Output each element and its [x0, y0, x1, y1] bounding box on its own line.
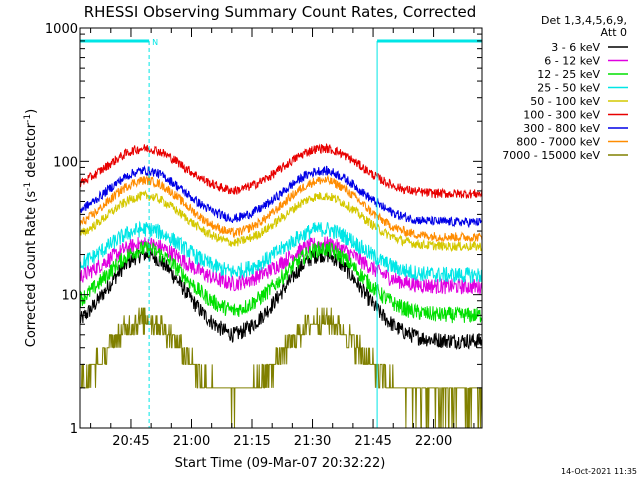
- legend-label: 50 - 100 keV: [530, 95, 600, 108]
- y-tick-label: 100: [53, 155, 78, 170]
- timestamp: 14-Oct-2021 11:35: [561, 467, 637, 476]
- chart-title: RHESSI Observing Summary Count Rates, Co…: [84, 3, 477, 21]
- legend-label: 800 - 7000 keV: [516, 136, 600, 149]
- series-line-7: [79, 165, 483, 229]
- x-tick-label: 21:00: [173, 434, 210, 449]
- x-tick-label: 21:15: [233, 434, 270, 449]
- legend-label: 6 - 12 keV: [544, 55, 600, 68]
- legend-label: 100 - 300 keV: [523, 109, 600, 122]
- series-line-8: [79, 174, 483, 243]
- y-axis-label: Corrected Count Rate (s-1 detector-1): [23, 109, 39, 347]
- legend-label: 7000 - 15000 keV: [502, 149, 600, 162]
- legend-label: 3 - 6 keV: [551, 41, 600, 54]
- y-tick-label: 1: [70, 422, 78, 437]
- series-line-5: [79, 189, 483, 253]
- series-line-4: [79, 220, 483, 284]
- x-tick-label: 21:45: [354, 434, 391, 449]
- legend-label: 25 - 50 keV: [537, 82, 600, 95]
- x-axis-label: Start Time (09-Mar-07 20:32:22): [175, 456, 386, 471]
- y-tick-label: 10: [61, 289, 78, 304]
- legend-header: Att 0: [601, 26, 627, 39]
- series-line-6: [79, 142, 483, 199]
- legend-label: 12 - 25 keV: [537, 68, 600, 81]
- x-tick-label: 22:00: [415, 434, 452, 449]
- plot-frame: [79, 27, 483, 429]
- saa-flag-label: N: [152, 38, 158, 47]
- plot-series-layer: [79, 142, 483, 429]
- x-axis: 20:45 21:00 21:15 21:30 21:45 22:00: [90, 28, 475, 449]
- series-line-9: [80, 307, 483, 429]
- series-line-1: [79, 247, 483, 351]
- y-axis: 1 10 100 1000: [45, 22, 482, 437]
- legend-header: Det 1,3,4,5,6,9,: [541, 14, 627, 27]
- legend-label: 300 - 800 keV: [523, 122, 600, 135]
- y-tick-label: 1000: [45, 22, 78, 37]
- series-line-3: [79, 241, 483, 324]
- x-tick-label: 21:30: [294, 434, 331, 449]
- x-tick-label: 20:45: [112, 434, 149, 449]
